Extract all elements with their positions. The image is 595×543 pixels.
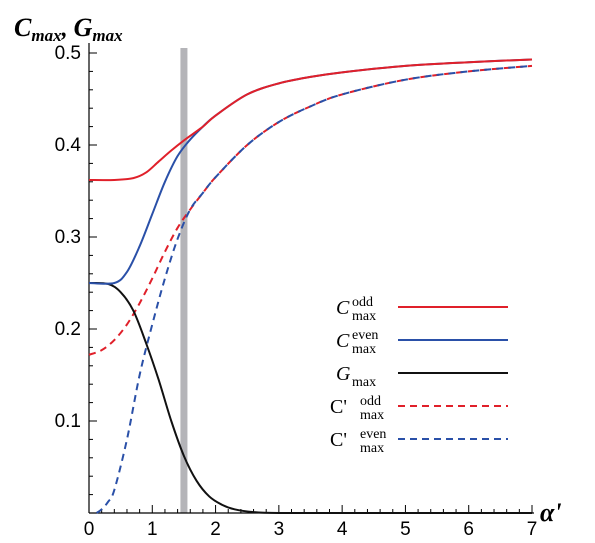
x-tick-label: 1	[147, 519, 158, 540]
legend-label-sup: odd	[360, 394, 381, 409]
x-tick-label: 2	[210, 519, 221, 540]
legend-label: G	[336, 363, 351, 385]
series-c-prime-even	[96, 64, 533, 514]
series-g	[88, 281, 532, 515]
legend-label: C	[336, 330, 350, 352]
legend-label: C'	[330, 396, 347, 418]
y-tick-label: 0.1	[55, 411, 81, 432]
x-tick-label: 6	[463, 519, 474, 540]
y-title-c-sub: max	[31, 26, 62, 45]
x-tick-label: 0	[84, 519, 95, 540]
axes: 0 1 2 3 4 5 6 7 0.1 0.2 0.3 0.4 0.5	[55, 43, 538, 540]
legend-label-sup: even	[360, 427, 386, 442]
y-tick-label: 0.4	[55, 135, 82, 156]
y-title-c: C	[14, 13, 32, 42]
y-title-g-sub: max	[92, 26, 123, 45]
y-title-g: G	[74, 13, 93, 42]
y-title-sep: ,	[61, 16, 74, 42]
legend-label-sub: max	[352, 342, 376, 357]
y-tick-label: 0.5	[55, 43, 81, 64]
series-c-odd	[88, 58, 533, 182]
x-axis-title: α'	[540, 498, 562, 527]
x-tick-label: 7	[527, 519, 538, 540]
x-tick-label: 3	[274, 519, 285, 540]
legend-label-sub: max	[360, 408, 384, 423]
x-tick-label: 4	[337, 519, 348, 540]
legend-label-sub: max	[352, 375, 376, 390]
y-tick-label: 0.2	[55, 319, 81, 340]
series-c-prime-odd	[88, 64, 533, 356]
legend-label: C	[336, 297, 350, 319]
legend-label: C'	[330, 429, 347, 451]
y-tick-label: 0.3	[55, 227, 81, 248]
y-axis-title: Cmax, Gmax	[14, 13, 123, 45]
x-tick-label: 5	[400, 519, 411, 540]
legend-label-sup: odd	[352, 295, 373, 310]
series-layer	[88, 58, 533, 515]
legend-label-sub: max	[360, 441, 384, 456]
legend-label-sup: even	[352, 328, 378, 343]
series-c-even	[88, 58, 533, 285]
legend-label-sub: max	[352, 309, 376, 324]
